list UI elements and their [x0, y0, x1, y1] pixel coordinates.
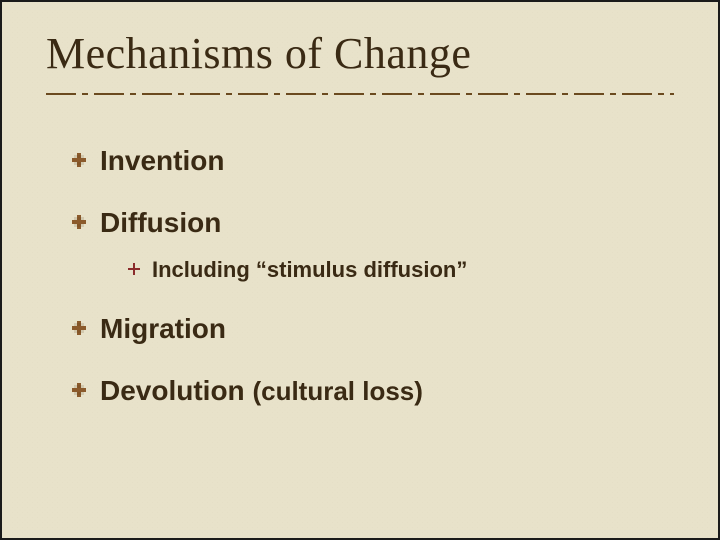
star-bullet-icon	[128, 263, 140, 275]
hatch-bullet-icon	[72, 321, 86, 335]
item-label-main: Devolution	[100, 375, 245, 406]
list-item: Devolution (cultural loss)	[72, 375, 674, 407]
item-label-paren: (cultural loss)	[252, 376, 422, 406]
slide-title: Mechanisms of Change	[46, 28, 674, 79]
list-item: Invention	[72, 145, 674, 177]
hatch-bullet-icon	[72, 215, 86, 229]
list-item: Migration	[72, 313, 674, 345]
hatch-bullet-icon	[72, 153, 86, 167]
sub-item-label: Including “stimulus diffusion”	[152, 257, 467, 283]
list-item: Diffusion	[72, 207, 674, 239]
item-label: Migration	[100, 313, 226, 345]
hatch-bullet-icon	[72, 383, 86, 397]
bullet-list: Invention Diffusion	[46, 145, 674, 239]
item-label: Invention	[100, 145, 224, 177]
sub-bullet-list: Including “stimulus diffusion”	[46, 257, 674, 283]
slide: Mechanisms of Change Invention	[2, 2, 718, 538]
item-label: Devolution (cultural loss)	[100, 375, 423, 407]
item-label: Diffusion	[100, 207, 221, 239]
bullet-list-cont: Migration Devolution (cultural loss)	[46, 313, 674, 407]
sub-list-item: Including “stimulus diffusion”	[128, 257, 674, 283]
title-divider	[46, 93, 674, 95]
